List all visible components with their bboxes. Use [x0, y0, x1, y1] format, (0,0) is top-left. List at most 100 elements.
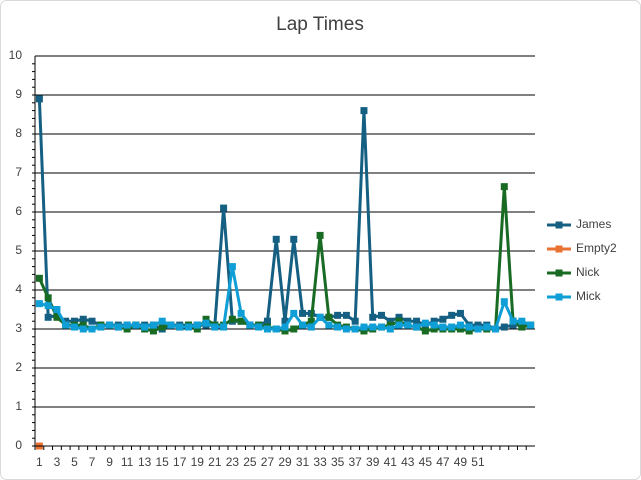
point [492, 325, 500, 333]
y-tick-label: 9 [15, 87, 22, 101]
x-tick-label: 7 [89, 455, 96, 469]
point [299, 309, 307, 317]
point [211, 323, 219, 331]
point [70, 323, 78, 331]
point [456, 309, 464, 317]
point [220, 204, 228, 212]
point [237, 317, 245, 325]
point [430, 325, 438, 333]
point [202, 319, 210, 327]
point [500, 298, 508, 306]
point [79, 315, 87, 323]
point [290, 309, 298, 317]
point [272, 235, 280, 243]
point [334, 311, 342, 319]
x-tick-label: 37 [348, 455, 362, 469]
point [518, 323, 526, 331]
point [509, 321, 517, 329]
y-tick-label: 10 [9, 48, 23, 62]
x-tick-label: 35 [331, 455, 345, 469]
point [404, 317, 412, 325]
point [316, 313, 324, 321]
point [325, 313, 333, 321]
point [35, 274, 43, 282]
y-tick-label: 0 [15, 438, 22, 452]
y-tick-label: 4 [15, 282, 22, 296]
point [351, 317, 359, 325]
legend-label: James [576, 217, 611, 231]
point [62, 321, 70, 329]
point [386, 325, 394, 333]
point [193, 325, 201, 333]
legend-marker [555, 293, 563, 301]
point [114, 323, 122, 331]
point [281, 317, 289, 325]
x-tick-label: 31 [296, 455, 310, 469]
x-tick-label: 49 [454, 455, 468, 469]
x-tick-label: 39 [366, 455, 380, 469]
point [70, 317, 78, 325]
point [220, 323, 228, 331]
legend-marker [555, 221, 563, 229]
point [255, 323, 263, 331]
point [334, 323, 342, 331]
point [307, 317, 315, 325]
y-tick-label: 5 [15, 243, 22, 257]
point [518, 317, 526, 325]
chart-title: Lap Times [276, 14, 364, 35]
point [167, 321, 175, 329]
point [509, 317, 517, 325]
x-tick-label: 21 [208, 455, 222, 469]
point [316, 231, 324, 239]
point [369, 313, 377, 321]
legend-label: Mick [576, 289, 602, 303]
point [474, 321, 482, 329]
y-tick-label: 3 [15, 321, 22, 335]
point [456, 325, 464, 333]
x-tick-label: 51 [471, 455, 485, 469]
point [465, 323, 473, 331]
x-tick-label: 43 [401, 455, 415, 469]
point [413, 317, 421, 325]
point [281, 323, 289, 331]
point [44, 313, 52, 321]
point [377, 323, 385, 331]
point [395, 313, 403, 321]
point [88, 325, 96, 333]
point [263, 325, 271, 333]
point [158, 317, 166, 325]
x-tick-label: 23 [226, 455, 240, 469]
point [158, 323, 166, 331]
point [53, 313, 61, 321]
point [185, 323, 193, 331]
point [62, 317, 70, 325]
point [35, 95, 43, 103]
point [386, 321, 394, 329]
point [290, 325, 298, 333]
point [272, 325, 280, 333]
x-tick-label: 27 [261, 455, 275, 469]
point [527, 321, 535, 329]
point [132, 321, 140, 329]
legend-label: Nick [576, 265, 600, 279]
point [413, 323, 421, 331]
point [44, 294, 52, 302]
point [44, 302, 52, 310]
point [106, 321, 114, 329]
x-tick-label: 29 [278, 455, 292, 469]
point [421, 319, 429, 327]
x-tick-label: 25 [243, 455, 257, 469]
point [474, 325, 482, 333]
x-tick-label: 5 [71, 455, 78, 469]
legend-marker [555, 269, 563, 277]
point [395, 317, 403, 325]
point [377, 311, 385, 319]
point [439, 323, 447, 331]
point [448, 323, 456, 331]
point [228, 315, 236, 323]
point [35, 300, 43, 308]
point [360, 107, 368, 115]
x-tick-label: 19 [191, 455, 205, 469]
point [246, 321, 254, 329]
